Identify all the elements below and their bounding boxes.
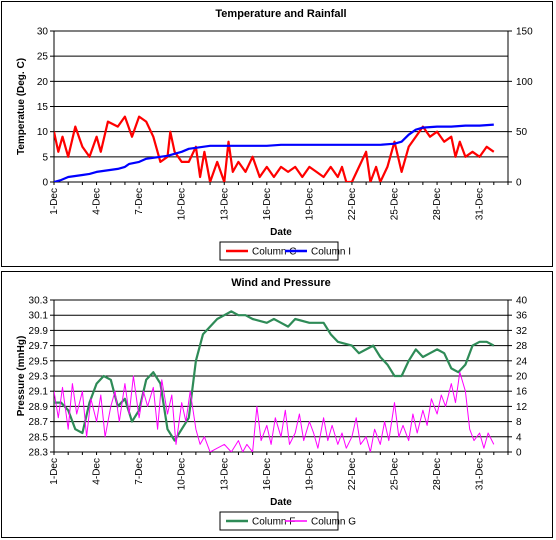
y2-tick-label: 12	[516, 402, 528, 413]
legend-label: Column G	[311, 517, 356, 528]
series-line-column-c	[54, 115, 495, 182]
y-axis-label: Pressure (mnHg)	[16, 336, 27, 417]
x-tick-label: 19-Dec	[304, 188, 315, 220]
y-tick-label: 25	[37, 52, 49, 63]
legend: Column F Column G	[219, 511, 356, 531]
legend-label: Column I	[311, 247, 351, 258]
x-tick-label: 31-Dec	[475, 188, 486, 220]
x-tick-label: 7-Dec	[134, 188, 145, 215]
x-tick-label: 19-Dec	[304, 458, 315, 490]
x-axis-label: Date	[270, 497, 292, 508]
y2-tick-label: 40	[516, 296, 528, 307]
y2-tick-label: 36	[516, 311, 528, 322]
x-tick-label: 4-Dec	[92, 458, 103, 485]
y-tick-label: 29.3	[29, 372, 49, 383]
y2-tick-label: 8	[516, 417, 522, 428]
y-tick-label: 28.7	[29, 417, 49, 428]
y-axis-label: Temperatue (Deg. C)	[16, 58, 27, 155]
y2-tick-label: 32	[516, 326, 528, 337]
y2-tick-label: 28	[516, 341, 528, 352]
x-axis-label: Date	[270, 227, 292, 238]
legend: Column C Column I	[219, 241, 351, 261]
y-tick-label: 0	[42, 178, 48, 189]
y2-tick-label: 4	[516, 432, 522, 443]
y-tick-label: 10	[37, 127, 49, 138]
x-tick-label: 16-Dec	[262, 458, 273, 490]
x-tick-label: 22-Dec	[347, 458, 358, 490]
temperature-rainfall-chart: Temperature and Rainfall 0 5 10 15 20 25 30 0 50 1…	[16, 8, 533, 261]
x-tick-label: 10-Dec	[177, 188, 188, 220]
x-tick-label: 16-Dec	[262, 188, 273, 220]
y2-tick-label: 20	[516, 372, 528, 383]
wind-pressure-panel: Wind and Pressure 28.3 28.5 28.7 28.9 29.1 29.…	[1, 271, 553, 538]
legend-box	[219, 511, 339, 531]
x-tick-label: 13-Dec	[219, 188, 230, 220]
temperature-rainfall-panel: Temperature and Rainfall 0 5 10 15 20 25 30 0 50 1…	[1, 1, 553, 267]
y-tick-label: 30.3	[29, 296, 49, 307]
y-tick-label: 29.9	[29, 326, 49, 337]
y2-tick-label: 0	[516, 448, 522, 459]
y-tick-label: 29.5	[29, 356, 49, 367]
x-tick-label: 22-Dec	[347, 188, 358, 220]
x-tick-label: 31-Dec	[475, 458, 486, 490]
series-line-column-i	[54, 123, 494, 182]
y-tick-label: 29.1	[29, 387, 49, 398]
x-tick-label: 28-Dec	[432, 458, 443, 490]
x-tick-label: 1-Dec	[49, 458, 60, 485]
y-tick-label: 28.9	[29, 402, 49, 413]
y2-tick-label: 50	[516, 127, 528, 138]
y-tick-label: 30.1	[29, 311, 49, 322]
x-tick-label: 7-Dec	[134, 458, 145, 485]
y2-tick-label: 0	[516, 178, 522, 189]
y-tick-label: 28.3	[29, 448, 49, 459]
y2-tick-label: 150	[516, 27, 533, 38]
y-tick-label: 20	[37, 77, 49, 88]
series-line-column-g	[54, 371, 495, 452]
chart-title: Wind and Pressure	[231, 277, 331, 289]
x-tick-label: 25-Dec	[390, 188, 401, 220]
x-tick-label: 1-Dec	[49, 188, 60, 215]
x-tick-label: 28-Dec	[432, 188, 443, 220]
x-tick-label: 25-Dec	[390, 458, 401, 490]
y-tick-label: 30	[37, 27, 49, 38]
legend-label: Column C	[252, 247, 296, 258]
y2-tick-label: 16	[516, 387, 528, 398]
chart-title: Temperature and Rainfall	[215, 8, 346, 20]
y2-tick-label: 100	[516, 77, 533, 88]
wind-pressure-chart: Wind and Pressure 28.3 28.5 28.7 28.9 29.1 29.…	[16, 277, 528, 531]
y-tick-label: 15	[37, 102, 49, 113]
legend-box	[219, 241, 339, 261]
x-tick-label: 4-Dec	[92, 188, 103, 215]
y-tick-label: 5	[42, 152, 48, 163]
y-tick-label: 29.7	[29, 341, 49, 352]
x-tick-label: 10-Dec	[177, 458, 188, 490]
y-tick-label: 28.5	[29, 432, 49, 443]
legend-label: Column F	[252, 517, 295, 528]
x-tick-label: 13-Dec	[219, 458, 230, 490]
y2-tick-label: 24	[516, 356, 528, 367]
